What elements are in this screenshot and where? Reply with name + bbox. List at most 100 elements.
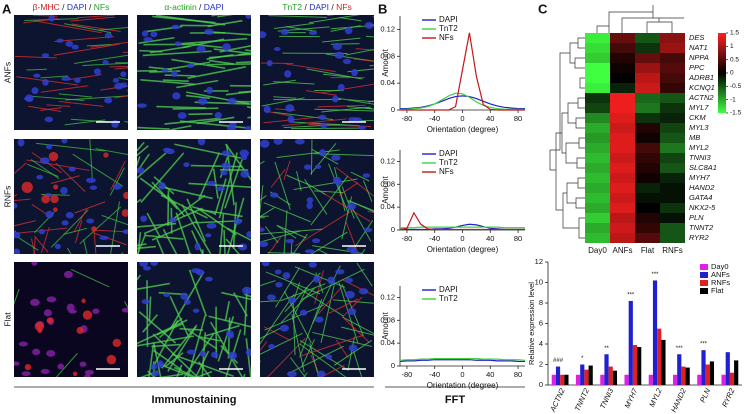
fiber — [225, 143, 251, 181]
y-tick-label: 10 — [535, 277, 543, 286]
fiber — [153, 349, 182, 371]
nucleus — [352, 117, 362, 122]
gene-label: GATA4 — [689, 193, 712, 202]
fiber — [110, 201, 120, 254]
nucleus — [306, 202, 313, 210]
bar — [637, 347, 642, 385]
colorbar-tick-label: -1.5 — [730, 110, 742, 117]
fiber — [260, 294, 295, 345]
nucleus — [284, 70, 292, 78]
nucleus — [266, 59, 273, 67]
nucleus — [163, 147, 171, 153]
fiber — [137, 145, 149, 157]
x-tick-label: -40 — [429, 114, 440, 123]
fiber — [285, 26, 317, 32]
x-tick-label: 40 — [486, 114, 494, 123]
bar — [677, 354, 682, 385]
nucleus — [260, 240, 269, 248]
fiber — [191, 205, 216, 215]
nucleus — [186, 349, 197, 355]
bar — [551, 374, 556, 385]
fiber — [40, 107, 62, 112]
heatmap-cell — [585, 43, 610, 53]
nucleus — [346, 246, 357, 253]
bar — [560, 374, 565, 385]
nucleus — [348, 344, 358, 352]
nucleus — [342, 58, 352, 65]
blob — [106, 354, 117, 365]
heatmap-cell — [610, 123, 635, 133]
gene-label: TNNT2 — [689, 223, 714, 232]
nucleus — [57, 363, 65, 370]
nucleus — [280, 28, 290, 35]
blob — [21, 181, 33, 194]
fiber — [208, 315, 251, 328]
x-tick-label: -40 — [429, 234, 440, 243]
heatmap-cell — [585, 183, 610, 193]
fiber — [142, 314, 158, 333]
nucleus — [89, 185, 98, 190]
header-part: DAPI — [309, 2, 329, 12]
x-tick-label: MYL2 — [647, 386, 664, 408]
gene-label: TNNI3 — [689, 153, 711, 162]
fiber — [280, 287, 315, 324]
fiber — [300, 334, 364, 357]
nucleus — [18, 341, 28, 347]
nucleus — [137, 103, 147, 108]
fiber — [185, 94, 211, 99]
nucleus — [150, 31, 158, 38]
header-part: NFs — [336, 2, 352, 12]
gene-label: MYL3 — [689, 123, 709, 132]
heatmap-cell — [610, 183, 635, 193]
fiber — [260, 215, 269, 217]
significance: * — [581, 356, 584, 362]
fiber — [333, 167, 346, 212]
heatmap-cell — [585, 223, 610, 233]
fiber — [226, 227, 251, 241]
bar — [729, 372, 735, 385]
nucleus — [314, 316, 324, 323]
fiber — [173, 366, 197, 377]
fiber — [55, 352, 78, 377]
x-tick-label: 0 — [460, 370, 464, 379]
nucleus — [86, 218, 95, 224]
fiber — [281, 118, 347, 127]
legend-swatch — [700, 280, 708, 286]
nucleus — [56, 38, 64, 43]
nucleus — [163, 292, 170, 297]
fiber — [152, 15, 216, 24]
fiber — [318, 285, 343, 314]
nucleus — [332, 42, 342, 51]
heatmap-cell — [585, 113, 610, 123]
nucleus — [246, 231, 251, 238]
x-tick-label: 40 — [486, 370, 494, 379]
fiber — [338, 182, 359, 196]
micrograph-content — [260, 139, 374, 254]
micrograph-content — [260, 15, 374, 130]
nucleus — [33, 73, 41, 78]
heatmap-cell — [635, 133, 660, 143]
fiber — [137, 233, 147, 254]
blob — [50, 194, 59, 204]
nucleus — [48, 15, 55, 22]
micrograph-content — [14, 15, 128, 128]
colorbar-tick-label: -1 — [730, 96, 736, 103]
nucleus — [46, 350, 56, 357]
nucleus — [237, 243, 248, 251]
heatmap-cell — [610, 63, 635, 73]
gene-label: NKX2-5 — [689, 203, 716, 212]
fiber — [363, 180, 373, 202]
nucleus — [266, 294, 276, 301]
fiber — [188, 112, 213, 116]
nucleus — [85, 177, 96, 184]
fiber — [95, 148, 128, 156]
nucleus — [358, 125, 366, 130]
nucleus — [331, 154, 341, 161]
fiber — [190, 230, 204, 254]
micrograph — [260, 15, 374, 130]
fiber — [14, 220, 36, 227]
micrograph-content — [260, 262, 374, 377]
fiber — [74, 220, 83, 244]
fiber — [235, 61, 251, 64]
fiber — [14, 162, 27, 175]
